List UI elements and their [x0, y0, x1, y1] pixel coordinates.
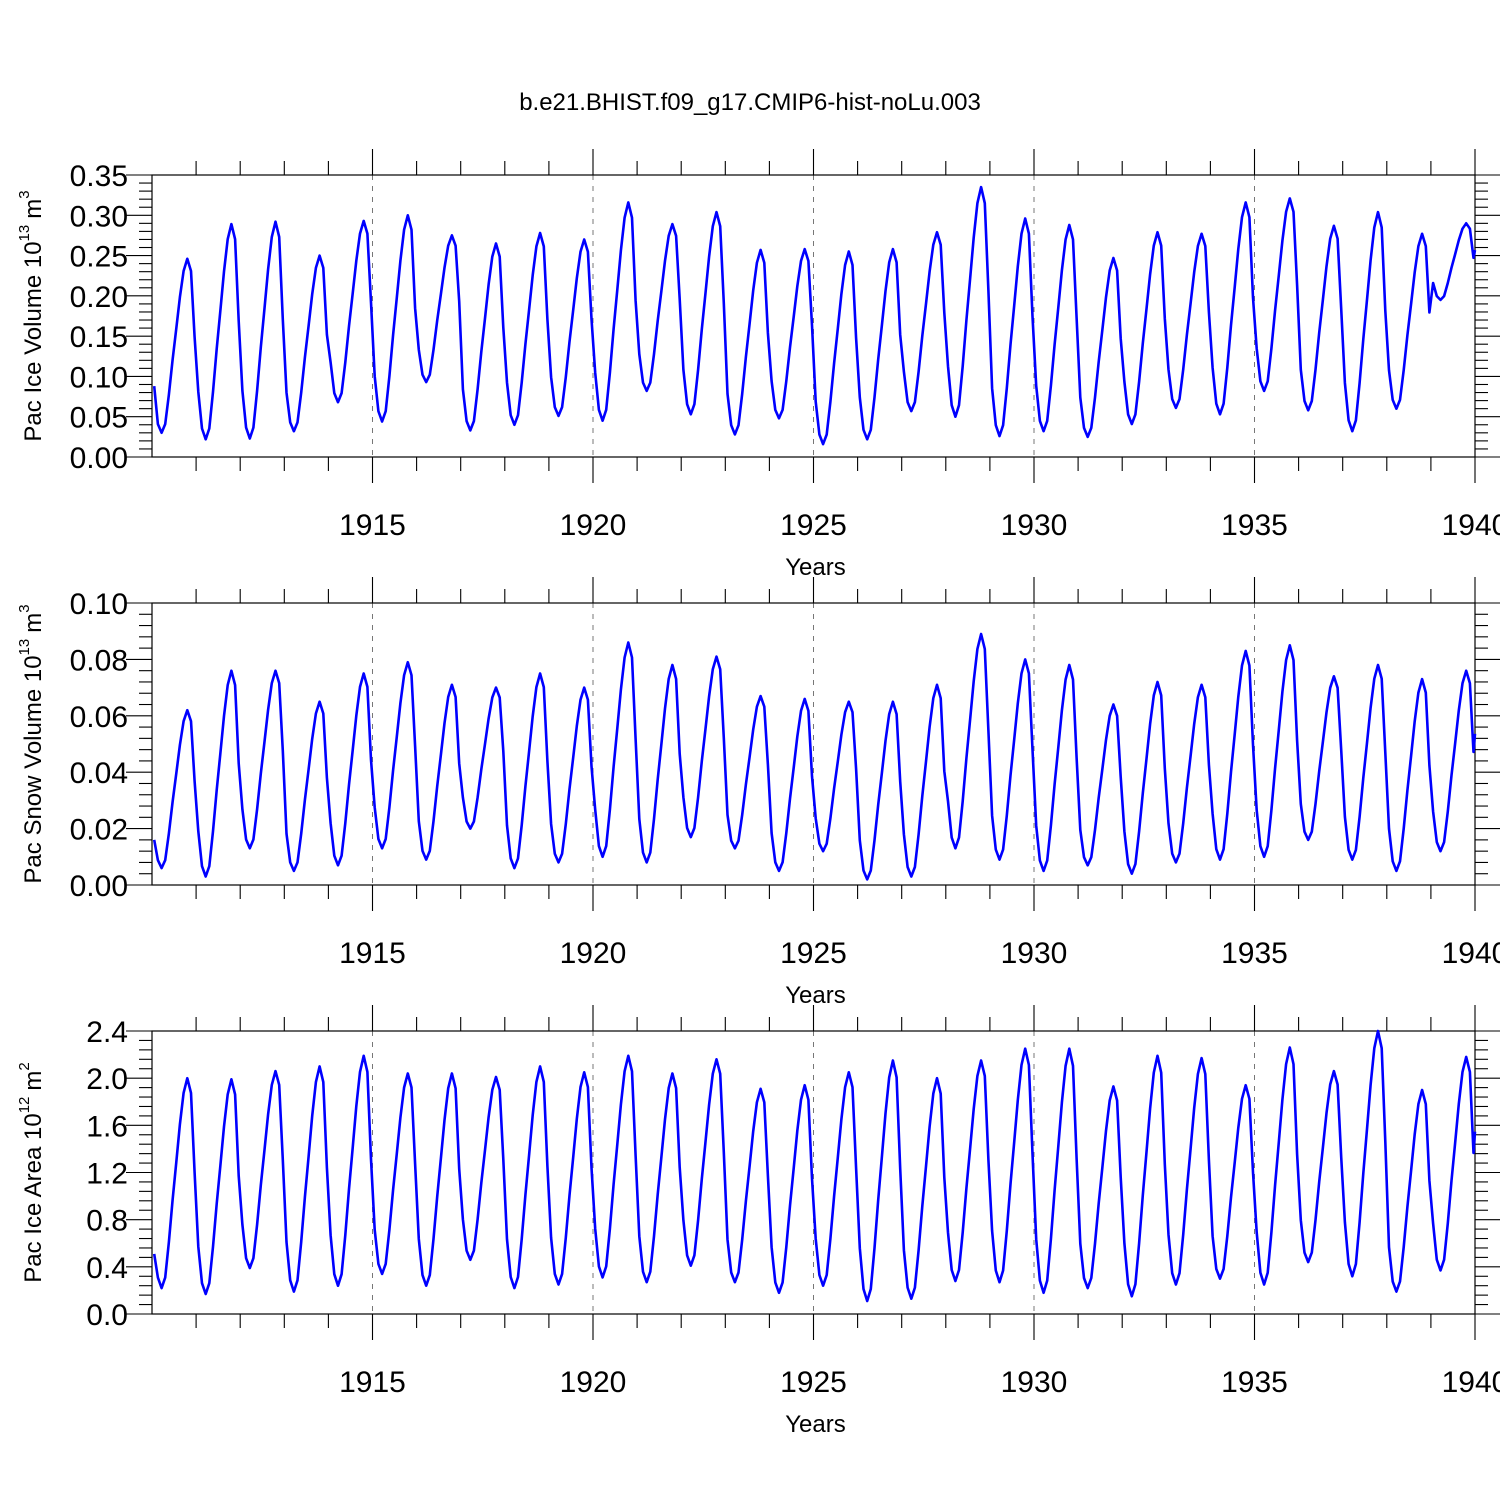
x-tick-label: 1915 [339, 509, 406, 542]
series-line [152, 185, 1477, 446]
y-tick-label: 0.00 [70, 870, 128, 903]
y-tick-label: 0.02 [70, 814, 128, 847]
y-axis-title-exp: 13 [16, 639, 33, 656]
x-tick-label: 1930 [1001, 1366, 1068, 1399]
x-tick-label: 1940 [1442, 1366, 1500, 1399]
y-tick-label: 0.35 [70, 160, 128, 193]
x-tick-label: 1920 [560, 509, 627, 542]
x-tick-label: 1935 [1221, 509, 1288, 542]
y-axis-title: Pac Ice Volume 1013 m3 [16, 190, 47, 441]
y-tick-label: 2.4 [86, 1016, 128, 1049]
y-tick-label: 0.00 [70, 442, 128, 475]
y-tick-label: 0.25 [70, 241, 128, 274]
x-tick-label: 1920 [560, 937, 627, 970]
y-tick-label: 0.08 [70, 644, 128, 677]
y-tick-label: 0.20 [70, 281, 128, 314]
x-axis-title: Years [785, 982, 846, 1009]
y-tick-label: 0.8 [86, 1205, 128, 1238]
y-tick-label: 2.0 [86, 1063, 128, 1096]
y-axis-title-text: Pac Snow Volume 10 [20, 655, 47, 883]
x-tick-label: 1915 [339, 1366, 406, 1399]
x-tick-label: 1915 [339, 937, 406, 970]
y-tick-label: 0.05 [70, 402, 128, 435]
panel-1: 0.00 0.05 0.10 0.15 0.20 0.25 0.30 0.35 1915 1920… [16, 149, 1500, 581]
y-axis-title-exp: 12 [16, 1097, 33, 1114]
y-tick-label: 1.6 [86, 1110, 128, 1143]
y-tick-label: 0.10 [70, 361, 128, 394]
y-axis-title-unit: m [20, 613, 47, 633]
x-tick-label: 1940 [1442, 509, 1500, 542]
y-axis-title-unit: m [20, 199, 47, 219]
panel-3: 0.0 0.4 0.8 1.2 1.6 2.0 2.4 1915 1920 1925 1930 193… [16, 1005, 1500, 1438]
y-tick-label: 1.2 [86, 1158, 128, 1191]
y-tick-label: 0.04 [70, 757, 128, 790]
x-tick-label: 1930 [1001, 937, 1068, 970]
y-tick-label: 0.06 [70, 701, 128, 734]
y-tick-label: 0.0 [86, 1299, 128, 1332]
y-tick-label: 0.15 [70, 321, 128, 354]
x-tick-label: 1930 [1001, 509, 1068, 542]
y-axis-title-unit-exp: 3 [16, 190, 33, 198]
x-tick-label: 1925 [780, 509, 847, 542]
y-axis-title-text: Pac Ice Volume 10 [20, 241, 47, 441]
x-tick-label: 1940 [1442, 937, 1500, 970]
series-line [152, 632, 1477, 881]
x-tick-label: 1925 [780, 1366, 847, 1399]
y-axis-title-exp: 13 [16, 225, 33, 242]
y-axis-title-unit: m [20, 1071, 47, 1091]
y-axis-title: Pac Snow Volume 1013 m3 [16, 604, 47, 883]
x-tick-label: 1935 [1221, 1366, 1288, 1399]
y-axis-title-unit-exp: 3 [16, 604, 33, 612]
y-tick-label: 0.30 [70, 200, 128, 233]
x-tick-label: 1920 [560, 1366, 627, 1399]
figure-title: b.e21.BHIST.f09_g17.CMIP6-hist-noLu.003 [519, 89, 981, 116]
y-axis-title: Pac Ice Area 1012 m2 [16, 1062, 47, 1282]
x-tick-label: 1925 [780, 937, 847, 970]
series-line [152, 1029, 1477, 1303]
y-axis-title-text: Pac Ice Area 10 [20, 1113, 47, 1282]
x-tick-label: 1935 [1221, 937, 1288, 970]
x-axis-title: Years [785, 554, 846, 581]
y-tick-label: 0.10 [70, 588, 128, 621]
panel-2: 0.00 0.02 0.04 0.06 0.08 0.10 1915 1920 1925 1930… [16, 577, 1500, 1009]
y-tick-label: 0.4 [86, 1252, 128, 1285]
y-axis-title-unit-exp: 2 [16, 1062, 33, 1070]
x-axis-title: Years [785, 1411, 846, 1438]
